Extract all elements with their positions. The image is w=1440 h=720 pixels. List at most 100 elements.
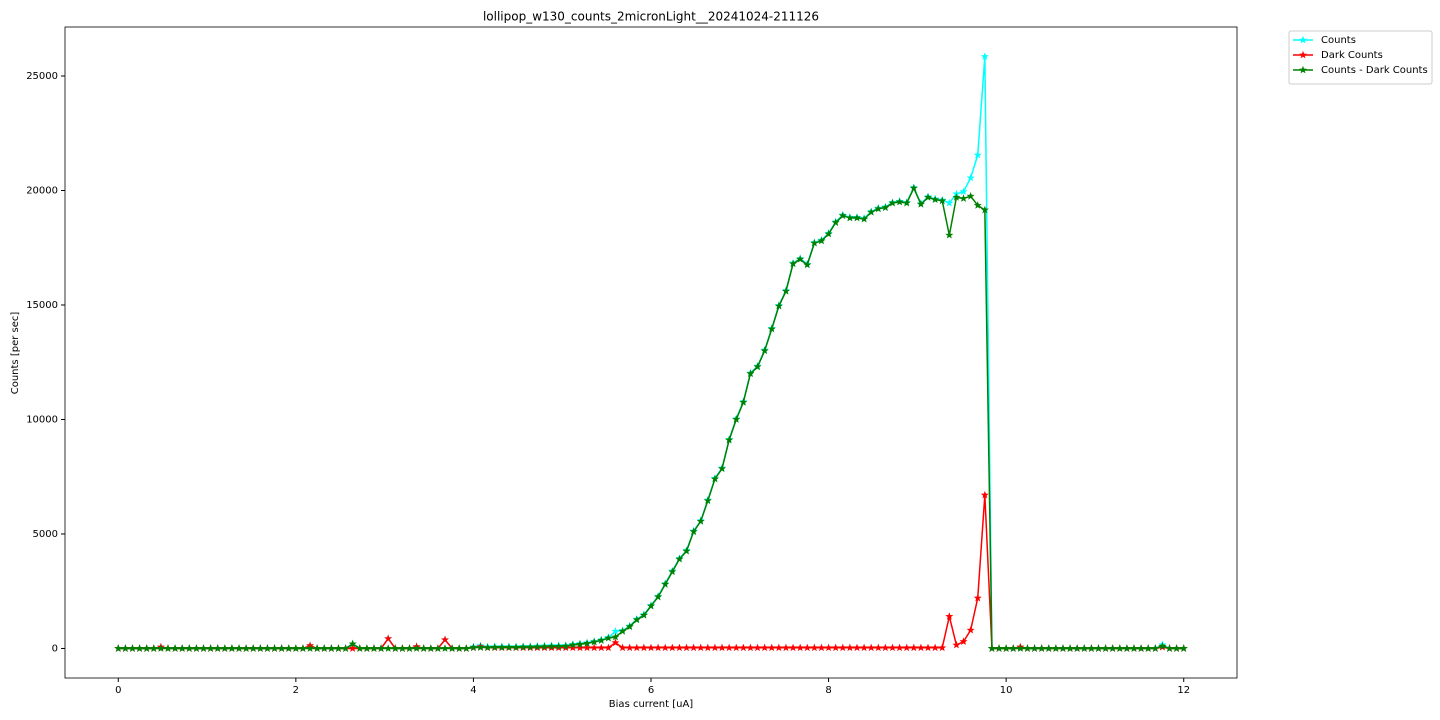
point-marker <box>1009 644 1018 652</box>
point-marker <box>781 287 790 295</box>
point-marker <box>980 52 989 60</box>
point-marker <box>817 236 826 245</box>
point-marker <box>838 211 847 220</box>
point-marker <box>668 567 677 576</box>
point-marker <box>860 643 869 652</box>
point-marker <box>803 643 812 652</box>
point-marker <box>867 643 876 652</box>
point-marker <box>852 643 861 652</box>
point-marker <box>469 643 478 651</box>
point-marker <box>732 643 741 652</box>
point-marker <box>831 643 840 652</box>
point-marker <box>384 644 393 652</box>
point-marker <box>931 643 940 652</box>
point-marker <box>149 644 158 652</box>
point-marker <box>1165 644 1174 652</box>
point-marker <box>625 622 634 631</box>
point-marker <box>689 643 698 652</box>
point-marker <box>952 640 961 649</box>
point-marker <box>476 643 485 651</box>
point-marker <box>618 643 627 652</box>
point-marker <box>718 464 727 473</box>
point-marker <box>448 644 457 652</box>
point-marker <box>895 197 904 206</box>
point-marker <box>142 644 151 652</box>
point-marker <box>1073 644 1082 652</box>
point-marker <box>490 643 499 651</box>
point-marker <box>1179 644 1188 652</box>
point-marker <box>483 643 492 651</box>
point-marker <box>796 643 805 652</box>
point-marker <box>888 643 897 652</box>
point-marker <box>668 643 677 652</box>
point-marker <box>1051 644 1060 652</box>
point-marker <box>171 644 180 652</box>
point-marker <box>661 643 670 652</box>
point-marker <box>135 644 144 652</box>
x-axis-label: Bias current [uA] <box>609 699 693 710</box>
point-marker <box>924 643 933 652</box>
point-marker <box>583 643 592 652</box>
point-marker <box>178 644 187 652</box>
point-marker <box>916 200 925 208</box>
point-marker <box>504 643 513 651</box>
point-marker <box>888 198 897 207</box>
point-marker <box>277 644 286 652</box>
point-marker <box>284 644 293 652</box>
x-tick-label: 10 <box>1000 685 1013 696</box>
point-marker <box>291 644 300 652</box>
point-marker <box>675 643 684 652</box>
point-marker <box>860 214 869 223</box>
point-marker <box>895 643 904 652</box>
point-marker <box>966 173 975 182</box>
point-marker <box>121 644 130 652</box>
point-marker <box>838 643 847 652</box>
point-marker <box>753 643 762 652</box>
point-marker <box>938 196 947 205</box>
point-marker <box>369 644 378 652</box>
point-marker <box>590 637 599 646</box>
point-marker <box>817 643 826 652</box>
point-marker <box>462 644 471 652</box>
point-marker <box>796 254 805 263</box>
point-marker <box>945 230 954 239</box>
point-marker <box>199 644 208 652</box>
point-marker <box>1122 644 1131 652</box>
point-marker <box>881 203 890 212</box>
point-marker <box>718 643 727 652</box>
point-marker <box>362 644 371 652</box>
point-marker <box>114 644 123 652</box>
legend-box <box>1288 30 1433 85</box>
point-marker <box>540 642 549 651</box>
point-marker <box>931 195 940 204</box>
point-marker <box>703 643 712 652</box>
point-marker <box>725 435 734 444</box>
point-marker <box>966 625 975 634</box>
point-marker <box>604 643 613 652</box>
point-marker <box>227 644 236 652</box>
point-marker <box>597 636 606 644</box>
point-marker <box>675 554 684 563</box>
point-marker <box>845 643 854 652</box>
point-marker <box>647 643 655 652</box>
point-marker <box>235 644 244 652</box>
point-marker <box>774 301 783 310</box>
point-marker <box>1108 644 1117 652</box>
point-marker <box>575 643 584 652</box>
point-marker <box>696 643 705 652</box>
point-marker <box>966 192 975 200</box>
point-marker <box>611 632 620 641</box>
point-marker <box>874 204 883 213</box>
point-marker <box>682 546 691 555</box>
point-marker <box>973 593 982 602</box>
y-tick-label: 0 <box>52 643 58 654</box>
point-marker <box>128 644 137 652</box>
point-marker <box>455 644 464 652</box>
point-marker <box>654 592 663 601</box>
point-marker <box>156 644 165 652</box>
point-marker <box>611 638 620 647</box>
point-marker <box>547 642 556 650</box>
point-marker <box>398 644 407 652</box>
point-marker <box>341 644 350 652</box>
